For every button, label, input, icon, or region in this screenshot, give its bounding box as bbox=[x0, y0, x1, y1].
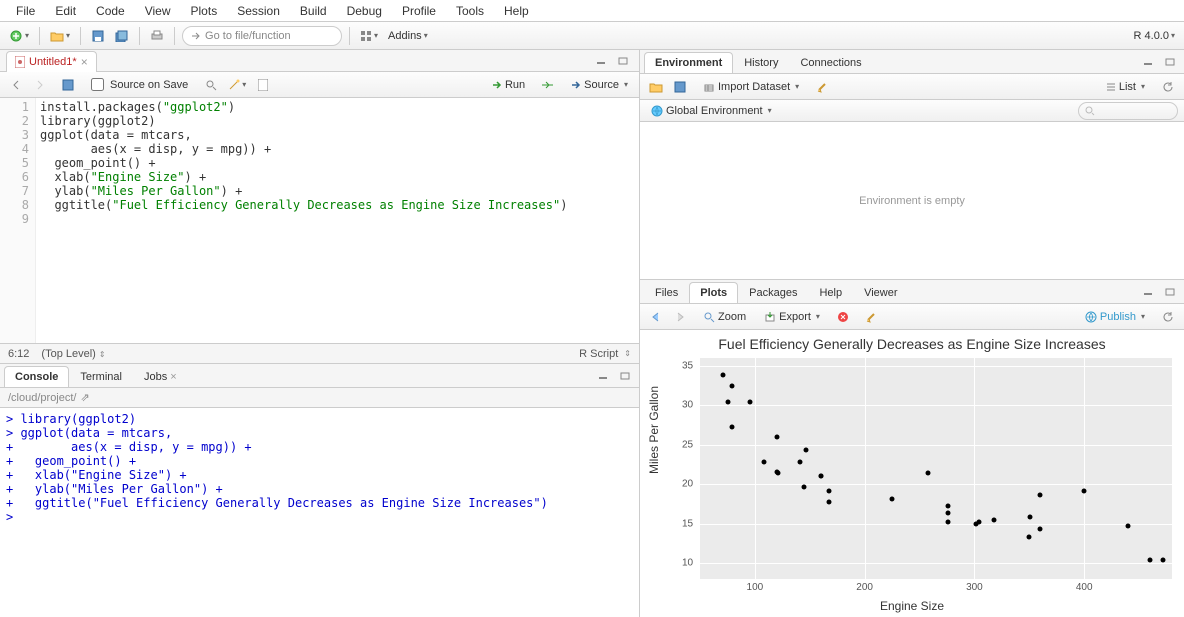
menu-plots[interactable]: Plots bbox=[181, 1, 228, 21]
refresh-icon[interactable] bbox=[1158, 77, 1178, 97]
r-version[interactable]: R 4.0.0▾ bbox=[1131, 26, 1178, 46]
zoom-button[interactable]: Zoom bbox=[698, 309, 751, 325]
addins-menu[interactable]: Addins▾ bbox=[385, 26, 431, 46]
code-editor[interactable]: 123456789 install.packages("ggplot2") li… bbox=[0, 98, 639, 343]
menubar: FileEditCodeViewPlotsSessionBuildDebugPr… bbox=[0, 0, 1184, 22]
tab-history[interactable]: History bbox=[733, 52, 789, 73]
tab-jobs[interactable]: Jobs × bbox=[133, 366, 188, 387]
main-toolbar: ▾ ▾ Go to file/function ▾ Addins▾ R 4.0.… bbox=[0, 22, 1184, 50]
env-search[interactable] bbox=[1078, 102, 1178, 120]
minimize-icon[interactable] bbox=[591, 51, 611, 71]
path-arrow-icon[interactable]: ⇗ bbox=[80, 391, 89, 404]
plot-tabs: FilesPlotsPackagesHelpViewer bbox=[640, 280, 1184, 304]
plots-toolbar: Zoom Export▾ Publish▾ bbox=[640, 304, 1184, 330]
console-tabs: ConsoleTerminalJobs × bbox=[0, 364, 639, 388]
minimize-icon[interactable] bbox=[1138, 52, 1158, 72]
source-statusbar: 6:12 (Top Level) ⇕ R Script ⇕ bbox=[0, 343, 639, 363]
maximize-icon[interactable] bbox=[613, 51, 633, 71]
maximize-icon[interactable] bbox=[1160, 282, 1180, 302]
back-icon[interactable] bbox=[6, 75, 26, 95]
import-dataset[interactable]: Import Dataset▾ bbox=[698, 79, 804, 95]
tab-console[interactable]: Console bbox=[4, 366, 69, 387]
cursor-pos: 6:12 bbox=[8, 348, 29, 360]
open-env-icon[interactable] bbox=[646, 77, 666, 97]
publish-button[interactable]: Publish▾ bbox=[1080, 309, 1150, 325]
lang-selector[interactable]: R Script ⇕ bbox=[579, 348, 631, 360]
plot-back-icon[interactable] bbox=[646, 307, 666, 327]
minimize-icon[interactable] bbox=[593, 366, 613, 386]
goto-file-input[interactable]: Go to file/function bbox=[182, 26, 342, 46]
menu-help[interactable]: Help bbox=[494, 1, 539, 21]
tab-terminal[interactable]: Terminal bbox=[69, 366, 133, 387]
goto-placeholder: Go to file/function bbox=[205, 30, 291, 42]
open-file-icon[interactable]: ▾ bbox=[47, 26, 73, 46]
env-scope-bar: Global Environment▾ bbox=[640, 100, 1184, 122]
grid-icon[interactable]: ▾ bbox=[357, 26, 381, 46]
menu-edit[interactable]: Edit bbox=[45, 1, 86, 21]
goto-arrow-icon bbox=[191, 31, 201, 41]
console-output[interactable]: > library(ggplot2) > ggplot(data = mtcar… bbox=[0, 408, 639, 617]
close-tab-icon[interactable]: × bbox=[81, 55, 88, 69]
rerun-icon[interactable] bbox=[538, 75, 558, 95]
source-filetabs: Untitled1* × bbox=[0, 50, 639, 72]
menu-profile[interactable]: Profile bbox=[392, 1, 446, 21]
maximize-icon[interactable] bbox=[1160, 52, 1180, 72]
source-on-save[interactable]: Source on Save bbox=[86, 76, 193, 93]
y-axis-label: Miles Per Gallon bbox=[647, 385, 661, 473]
tab-viewer[interactable]: Viewer bbox=[853, 282, 908, 303]
find-icon[interactable] bbox=[201, 75, 221, 95]
menu-debug[interactable]: Debug bbox=[337, 1, 392, 21]
env-toolbar: Import Dataset▾ List▾ bbox=[640, 74, 1184, 100]
remove-plot-icon[interactable] bbox=[833, 307, 853, 327]
wand-icon[interactable]: ▾ bbox=[225, 75, 249, 95]
clear-plots-icon[interactable] bbox=[861, 307, 881, 327]
tab-environment[interactable]: Environment bbox=[644, 52, 733, 73]
minimize-icon[interactable] bbox=[1138, 282, 1158, 302]
list-view[interactable]: List▾ bbox=[1101, 79, 1150, 95]
menu-build[interactable]: Build bbox=[290, 1, 337, 21]
env-empty-message: Environment is empty bbox=[640, 122, 1184, 279]
tab-files[interactable]: Files bbox=[644, 282, 689, 303]
menu-session[interactable]: Session bbox=[227, 1, 290, 21]
scope-selector[interactable]: (Top Level) ⇕ bbox=[41, 348, 105, 360]
broom-icon[interactable] bbox=[812, 77, 832, 97]
file-tab-name: Untitled1* bbox=[29, 56, 77, 68]
maximize-icon[interactable] bbox=[615, 366, 635, 386]
rscript-icon bbox=[15, 56, 25, 68]
export-button[interactable]: Export▾ bbox=[759, 309, 825, 325]
plot-forward-icon[interactable] bbox=[670, 307, 690, 327]
tab-connections[interactable]: Connections bbox=[789, 52, 872, 73]
tab-packages[interactable]: Packages bbox=[738, 282, 808, 303]
source-button[interactable]: Source▾ bbox=[566, 77, 633, 93]
plot-panel bbox=[700, 358, 1172, 579]
source-toolbar: Source on Save ▾ Run Source▾ bbox=[0, 72, 639, 98]
menu-view[interactable]: View bbox=[135, 1, 181, 21]
save-icon[interactable] bbox=[88, 26, 108, 46]
file-tab[interactable]: Untitled1* × bbox=[6, 51, 97, 72]
source-save-icon[interactable] bbox=[58, 75, 78, 95]
run-button[interactable]: Run bbox=[487, 77, 530, 93]
save-all-icon[interactable] bbox=[112, 26, 132, 46]
new-file-icon[interactable]: ▾ bbox=[6, 26, 32, 46]
menu-code[interactable]: Code bbox=[86, 1, 135, 21]
forward-icon[interactable] bbox=[30, 75, 50, 95]
tab-plots[interactable]: Plots bbox=[689, 282, 738, 303]
refresh-plot-icon[interactable] bbox=[1158, 307, 1178, 327]
env-tabs: EnvironmentHistoryConnections bbox=[640, 50, 1184, 74]
plot-canvas: Fuel Efficiency Generally Decreases as E… bbox=[640, 330, 1184, 617]
env-scope[interactable]: Global Environment▾ bbox=[646, 103, 777, 119]
plot-title: Fuel Efficiency Generally Decreases as E… bbox=[640, 336, 1184, 352]
tab-help[interactable]: Help bbox=[808, 282, 853, 303]
print-icon[interactable] bbox=[147, 26, 167, 46]
menu-file[interactable]: File bbox=[6, 1, 45, 21]
save-env-icon[interactable] bbox=[670, 77, 690, 97]
report-icon[interactable] bbox=[253, 75, 273, 95]
console-path: /cloud/project/ ⇗ bbox=[0, 388, 639, 408]
x-axis-label: Engine Size bbox=[640, 599, 1184, 613]
menu-tools[interactable]: Tools bbox=[446, 1, 494, 21]
